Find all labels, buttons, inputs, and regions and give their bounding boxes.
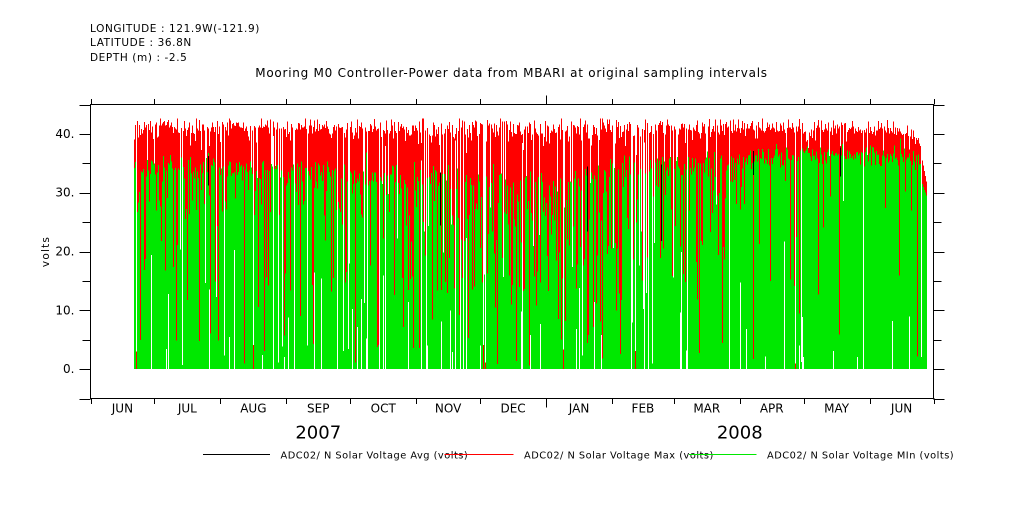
series-avg-voltage <box>208 147 841 241</box>
series-group <box>134 118 927 370</box>
x-year-label-2007: 2007 <box>295 423 341 444</box>
series-max-voltage <box>134 118 927 370</box>
x-month-label-10: APR <box>760 402 784 416</box>
x-month-label-0: JUN <box>111 402 133 416</box>
y-axis-title: volts <box>40 236 52 267</box>
y-tick-label-10: 10. <box>55 303 74 317</box>
header-latitude: LATITUDE : 36.8N <box>90 37 192 50</box>
y-tick-label-40: 40. <box>55 127 74 141</box>
x-month-label-2: AUG <box>240 402 266 416</box>
dataset-header: LONGITUDE : 121.9W(-121.9) LATITUDE : 36.… <box>90 22 260 65</box>
x-month-label-12: JUN <box>890 402 912 416</box>
series-min-voltage <box>134 138 927 370</box>
x-month-label-9: MAR <box>693 402 720 416</box>
y-tick-label-0: 0. <box>63 362 74 376</box>
legend-label-max: ADC02/ N Solar Voltage Max (volts) <box>524 451 714 462</box>
chart-title: Mooring M0 Controller-Power data from MB… <box>255 66 768 80</box>
x-month-label-3: SEP <box>307 402 329 416</box>
y-tick-label-20: 20. <box>55 245 74 259</box>
x-month-label-6: DEC <box>500 402 525 416</box>
header-longitude: LONGITUDE : 121.9W(-121.9) <box>90 23 260 35</box>
y-tick-label-30: 30. <box>55 186 74 200</box>
legend-label-avg: ADC02/ N Solar Voltage Avg (volts) <box>281 451 469 462</box>
x-month-label-11: MAY <box>824 402 850 416</box>
x-month-label-7: JAN <box>568 402 590 416</box>
header-depth: DEPTH (m) : -2.5 <box>90 51 188 64</box>
x-month-label-8: FEB <box>632 402 655 416</box>
tick-group <box>79 95 945 408</box>
legend-label-min: ADC02/ N Solar Voltage MIn (volts) <box>767 451 954 462</box>
plot-frame <box>90 104 934 399</box>
x-month-label-1: JUL <box>177 402 197 416</box>
x-month-label-5: NOV <box>435 402 462 416</box>
x-month-label-4: OCT <box>371 402 397 416</box>
x-year-label-2008: 2008 <box>717 423 763 444</box>
